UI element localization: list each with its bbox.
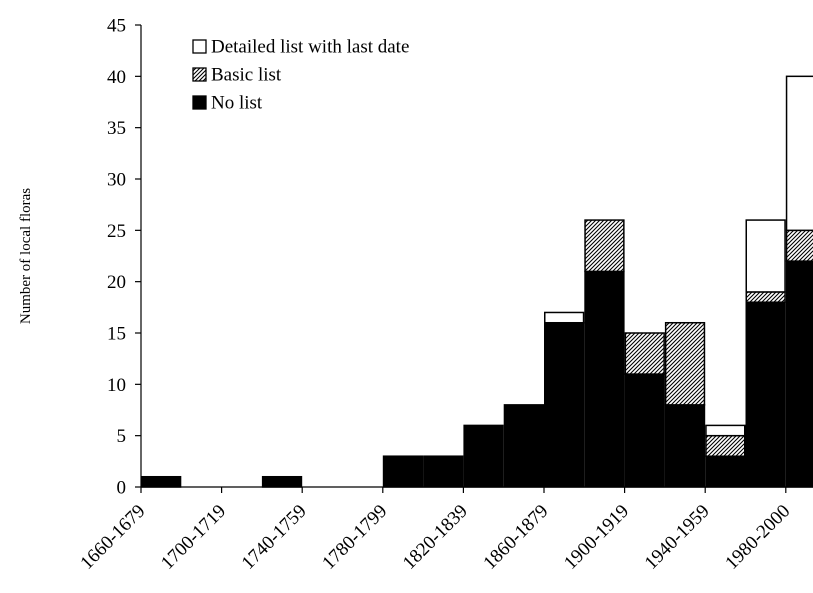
- bar-segment-1840-1859-no-list: [503, 404, 545, 488]
- bar-segment-1720-1739-no-list: [261, 475, 303, 488]
- bar-segment-1920-1939-no-list: [664, 404, 706, 488]
- x-tick-label-1740-1759: 1740-1759: [238, 501, 311, 574]
- bar-segment-1980-2000-basic-list: [785, 229, 813, 262]
- x-tick-label-1780-1799: 1780-1799: [318, 501, 391, 574]
- x-tick-label-1660-1679: 1660-1679: [76, 501, 149, 574]
- bar-segment-1860-1879-no-list: [544, 321, 585, 488]
- bar-segment-1960-1979-detailed-list-with-last-date: [745, 219, 786, 293]
- bar-segment-1980-2000-no-list: [785, 260, 813, 488]
- bar-segment-1960-1979-basic-list: [745, 291, 786, 303]
- bar-segment-1860-1879-detailed-list-with-last-date: [544, 311, 585, 324]
- y-tick-label-45: 45: [107, 16, 126, 37]
- y-tick-label-25: 25: [107, 221, 126, 242]
- y-tick-label-15: 15: [107, 324, 126, 345]
- bar-segment-1940-1959-basic-list: [705, 434, 746, 457]
- legend: Detailed list with last date Basic list No…: [192, 37, 409, 114]
- y-tick-label-5: 5: [117, 426, 127, 447]
- x-tick-label-1700-1719: 1700-1719: [157, 501, 230, 574]
- bar-segment-1780-1799-no-list: [382, 455, 424, 488]
- y-tick-label-35: 35: [107, 118, 126, 139]
- legend-label-no-list: No list: [211, 93, 263, 114]
- y-tick-label-40: 40: [107, 67, 126, 88]
- bar-segment-1660-1679-no-list: [141, 475, 182, 488]
- bar-segment-1820-1839-no-list: [463, 424, 504, 488]
- bar-segment-1960-1979-no-list: [745, 301, 786, 488]
- bar-segment-1920-1939-basic-list: [664, 321, 706, 406]
- y-tick-label-20: 20: [107, 272, 126, 293]
- y-tick-label-0: 0: [117, 478, 127, 499]
- x-tick-label-1980-2000: 1980-2000: [721, 501, 794, 574]
- legend-swatch-basic-list: [192, 67, 207, 82]
- x-tick-label-1940-1959: 1940-1959: [641, 501, 714, 574]
- bar-segment-1800-1819-no-list: [423, 455, 464, 488]
- y-tick-label-10: 10: [107, 375, 126, 396]
- legend-swatch-detailed-list-with-last-date: [192, 39, 207, 54]
- bar-segment-1900-1919-basic-list: [624, 332, 665, 375]
- axes-group: 0 5 10 15 20 25 30 35 40 45 1660-1679 1700-1719 1740…: [76, 16, 813, 574]
- bar-segment-1980-2000-detailed-list-with-last-date: [785, 75, 813, 232]
- bars-group: [141, 75, 813, 488]
- bar-segment-1900-1919-no-list: [624, 373, 665, 488]
- bar-segment-1940-1959-no-list: [705, 455, 746, 488]
- x-tick-label-1820-1839: 1820-1839: [399, 501, 472, 574]
- y-tick-label-30: 30: [107, 170, 126, 191]
- y-axis-title: Number of local floras: [18, 188, 34, 324]
- bar-segment-1880-1899-no-list: [584, 270, 625, 488]
- x-tick-label-1860-1879: 1860-1879: [479, 501, 552, 574]
- legend-label-detailed-list-with-last-date: Detailed list with last date: [211, 37, 409, 58]
- legend-label-basic-list: Basic list: [211, 65, 282, 86]
- bar-segment-1880-1899-basic-list: [584, 219, 625, 273]
- x-tick-label-1900-1919: 1900-1919: [560, 501, 633, 574]
- bar-segment-1940-1959-detailed-list-with-last-date: [705, 424, 746, 437]
- legend-swatch-no-list: [192, 95, 207, 110]
